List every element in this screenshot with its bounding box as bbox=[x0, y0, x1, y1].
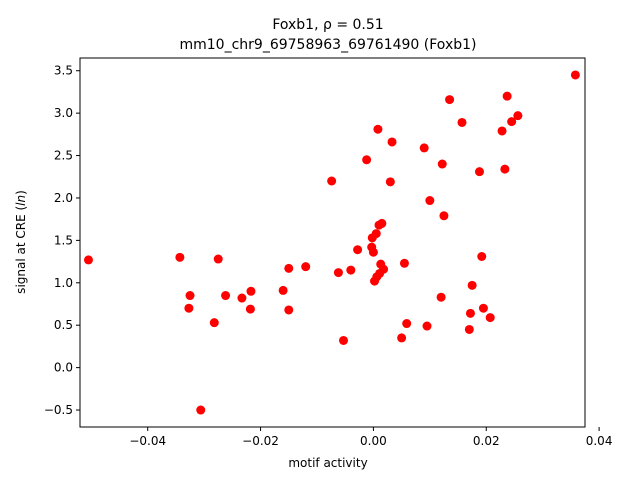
data-point bbox=[465, 308, 475, 318]
data-point bbox=[379, 264, 389, 274]
data-point bbox=[209, 318, 219, 328]
y-tick-label: 3.0 bbox=[54, 106, 73, 120]
data-point bbox=[387, 137, 397, 147]
data-point bbox=[402, 319, 412, 329]
data-point bbox=[467, 280, 477, 290]
data-point bbox=[184, 303, 194, 313]
data-point bbox=[213, 254, 223, 264]
x-tick-label: 0.02 bbox=[473, 434, 500, 448]
y-axis-label-suffix: ) bbox=[14, 190, 28, 195]
plot-frame bbox=[79, 57, 586, 428]
data-point bbox=[513, 111, 523, 121]
y-tick-label: 1.5 bbox=[54, 233, 73, 247]
data-point bbox=[346, 265, 356, 275]
data-point bbox=[437, 159, 447, 169]
data-point bbox=[474, 167, 484, 177]
x-axis-ticks: −0.04 −0.02 0.00 0.02 0.04 bbox=[129, 427, 612, 448]
data-point bbox=[175, 252, 185, 262]
data-point bbox=[397, 333, 407, 343]
y-tick-label: 0.0 bbox=[54, 361, 73, 375]
data-point bbox=[477, 251, 487, 261]
data-point bbox=[478, 303, 488, 313]
data-point bbox=[457, 117, 467, 127]
data-point bbox=[362, 155, 372, 165]
data-point bbox=[502, 91, 512, 101]
data-point bbox=[83, 255, 93, 265]
chart-title-line1: Foxb1, ρ = 0.51 bbox=[272, 17, 383, 33]
data-point bbox=[278, 285, 288, 295]
y-tick-label: 3.5 bbox=[54, 64, 73, 78]
x-tick-label: −0.02 bbox=[242, 434, 279, 448]
data-point bbox=[284, 263, 294, 273]
y-tick-label: 0.5 bbox=[54, 318, 73, 332]
x-tick-label: −0.04 bbox=[129, 434, 166, 448]
data-point bbox=[419, 143, 429, 153]
data-point bbox=[485, 313, 495, 323]
data-point bbox=[399, 258, 409, 268]
data-point bbox=[221, 291, 231, 301]
data-point bbox=[436, 292, 446, 302]
data-point bbox=[237, 293, 247, 303]
data-point bbox=[301, 262, 311, 272]
data-point bbox=[464, 324, 474, 334]
data-points bbox=[83, 70, 580, 415]
y-tick-label: 1.0 bbox=[54, 276, 73, 290]
data-point bbox=[333, 268, 343, 278]
chart-title-line2: mm10_chr9_69758963_69761490 (Foxb1) bbox=[180, 37, 477, 53]
data-point bbox=[284, 305, 294, 315]
data-point bbox=[570, 70, 580, 80]
data-point bbox=[500, 164, 510, 174]
data-point bbox=[425, 196, 435, 206]
data-point bbox=[373, 124, 383, 134]
data-point bbox=[196, 405, 206, 415]
y-axis-label-prefix: signal at CRE ( bbox=[14, 206, 28, 294]
data-point bbox=[185, 291, 195, 301]
data-point bbox=[445, 95, 455, 105]
y-tick-label: −0.5 bbox=[44, 403, 73, 417]
data-point bbox=[353, 245, 363, 255]
data-point bbox=[439, 211, 449, 221]
data-point bbox=[377, 218, 387, 228]
x-axis-label: motif activity bbox=[288, 456, 367, 470]
y-axis-label-italic: ln bbox=[14, 195, 28, 206]
data-point bbox=[368, 247, 378, 257]
data-point bbox=[245, 304, 255, 314]
data-point bbox=[507, 117, 517, 127]
x-tick-label: 0.04 bbox=[586, 434, 613, 448]
y-tick-label: 2.0 bbox=[54, 191, 73, 205]
y-axis-label: signal at CRE (ln) bbox=[14, 190, 28, 294]
x-tick-label: 0.00 bbox=[360, 434, 387, 448]
data-point bbox=[385, 177, 395, 187]
data-point bbox=[339, 335, 349, 345]
data-point bbox=[497, 126, 507, 136]
data-point bbox=[327, 176, 337, 186]
y-axis-ticks: −0.5 0.0 0.5 1.0 1.5 2.0 2.5 3.0 3.5 bbox=[44, 64, 80, 417]
data-point bbox=[371, 229, 381, 239]
y-tick-label: 2.5 bbox=[54, 149, 73, 163]
data-point bbox=[422, 321, 432, 331]
data-point bbox=[246, 286, 256, 296]
